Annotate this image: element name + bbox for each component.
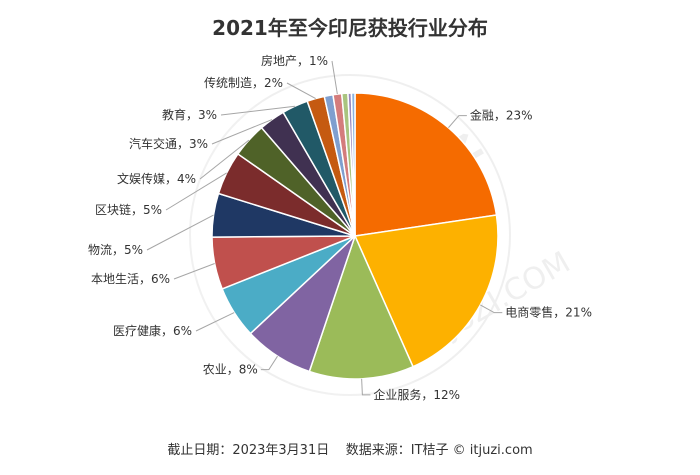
leader-line-1 [480, 304, 503, 314]
leader-line-0 [448, 115, 467, 129]
slice-label-3: 农业，8% [203, 363, 258, 377]
chart-title: 2021年至今印尼获投行业分布 [212, 16, 488, 40]
pie-slice-0 [354, 92, 498, 237]
leader-line-6 [146, 214, 214, 251]
slice-label-5: 本地生活，6% [91, 272, 170, 286]
leader-lines [146, 60, 503, 396]
leader-line-9 [211, 119, 273, 145]
footer: 截止日期：2023年3月31日 数据来源：IT桔子 © itjuzi.com [0, 439, 700, 458]
slice-label-10: 教育，3% [162, 107, 217, 122]
leader-line-2 [361, 378, 371, 396]
pie-slice-16 [350, 92, 356, 237]
slice-label-11: 传统制造，2% [204, 75, 283, 90]
slice-label-2: 企业服务，12% [373, 387, 460, 402]
pie-slice-2 [308, 233, 415, 380]
slice-label-1: 电商零售，21% [505, 305, 592, 320]
slice-label-8: 文娱传媒，4% [117, 171, 196, 186]
watermark-circle [189, 74, 511, 396]
leader-line-8 [199, 139, 250, 180]
leader-line-11 [286, 82, 316, 99]
leader-line-3 [260, 355, 278, 371]
slice-label-4: 医疗健康，6% [113, 323, 192, 338]
pie-slice-1 [353, 214, 499, 368]
leader-line-4 [195, 312, 235, 332]
footer-date: 截止日期：2023年3月31日 [167, 443, 330, 458]
slice-label-6: 物流，5% [88, 243, 143, 257]
slice-label-0: 金融，23% [470, 108, 533, 123]
slice-labels: 金融，23% 电商零售，21% 企业服务，12% 农业，8% 医疗健康，6% 本地生活，6… [88, 53, 592, 402]
slice-label-13: 房地产，1% [261, 53, 328, 68]
footer-source: 数据来源：IT桔子 © itjuzi.com [345, 443, 533, 458]
slice-label-9: 汽车交通，3% [129, 136, 208, 151]
leader-line-13 [331, 60, 338, 95]
leader-line-5 [173, 263, 215, 280]
slice-label-7: 区块链，5% [95, 202, 162, 217]
pie-slices [211, 92, 499, 380]
leader-line-7 [165, 172, 227, 211]
leader-line-10 [220, 105, 296, 116]
